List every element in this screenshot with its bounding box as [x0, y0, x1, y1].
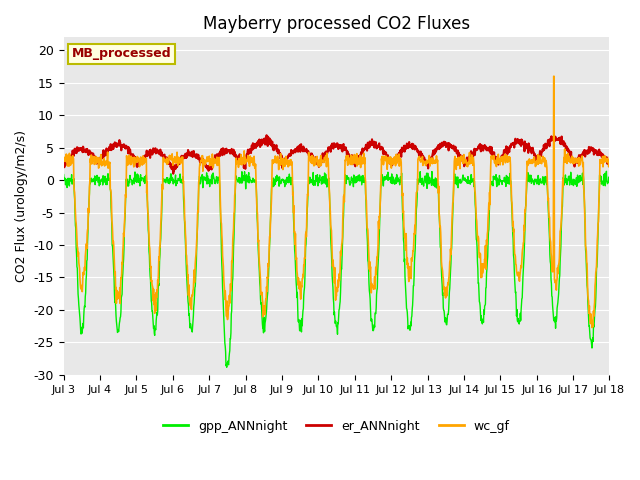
- wc_gf: [588, 325, 596, 331]
- gpp_ANNnight: [181, 231, 189, 237]
- wc_gf: [168, 156, 175, 162]
- Line: wc_gf: wc_gf: [63, 76, 609, 328]
- er_ANNnight: [182, 151, 189, 156]
- gpp_ANNnight: [603, 168, 611, 174]
- wc_gf: [421, 159, 429, 165]
- er_ANNnight: [243, 153, 250, 158]
- gpp_ANNnight: [168, 178, 175, 183]
- gpp_ANNnight: [243, 172, 250, 178]
- wc_gf: [243, 157, 250, 163]
- Text: MB_processed: MB_processed: [72, 48, 172, 60]
- Legend: gpp_ANNnight, er_ANNnight, wc_gf: gpp_ANNnight, er_ANNnight, wc_gf: [158, 415, 515, 438]
- er_ANNnight: [422, 159, 429, 165]
- Y-axis label: CO2 Flux (urology/m2/s): CO2 Flux (urology/m2/s): [15, 130, 28, 282]
- gpp_ANNnight: [422, 178, 429, 183]
- er_ANNnight: [493, 156, 501, 162]
- gpp_ANNnight: [493, 184, 500, 190]
- er_ANNnight: [170, 171, 177, 177]
- wc_gf: [493, 164, 500, 169]
- Title: Mayberry processed CO2 Fluxes: Mayberry processed CO2 Fluxes: [203, 15, 470, 33]
- wc_gf: [550, 73, 557, 79]
- wc_gf: [605, 155, 613, 160]
- gpp_ANNnight: [223, 364, 230, 370]
- gpp_ANNnight: [541, 174, 548, 180]
- Line: er_ANNnight: er_ANNnight: [63, 135, 609, 174]
- wc_gf: [60, 157, 67, 163]
- wc_gf: [181, 219, 189, 225]
- Line: gpp_ANNnight: gpp_ANNnight: [63, 171, 609, 367]
- er_ANNnight: [605, 161, 613, 167]
- gpp_ANNnight: [60, 172, 67, 178]
- er_ANNnight: [541, 141, 549, 146]
- wc_gf: [541, 155, 548, 161]
- er_ANNnight: [168, 166, 175, 172]
- gpp_ANNnight: [605, 176, 613, 181]
- er_ANNnight: [60, 163, 67, 168]
- er_ANNnight: [263, 132, 271, 138]
